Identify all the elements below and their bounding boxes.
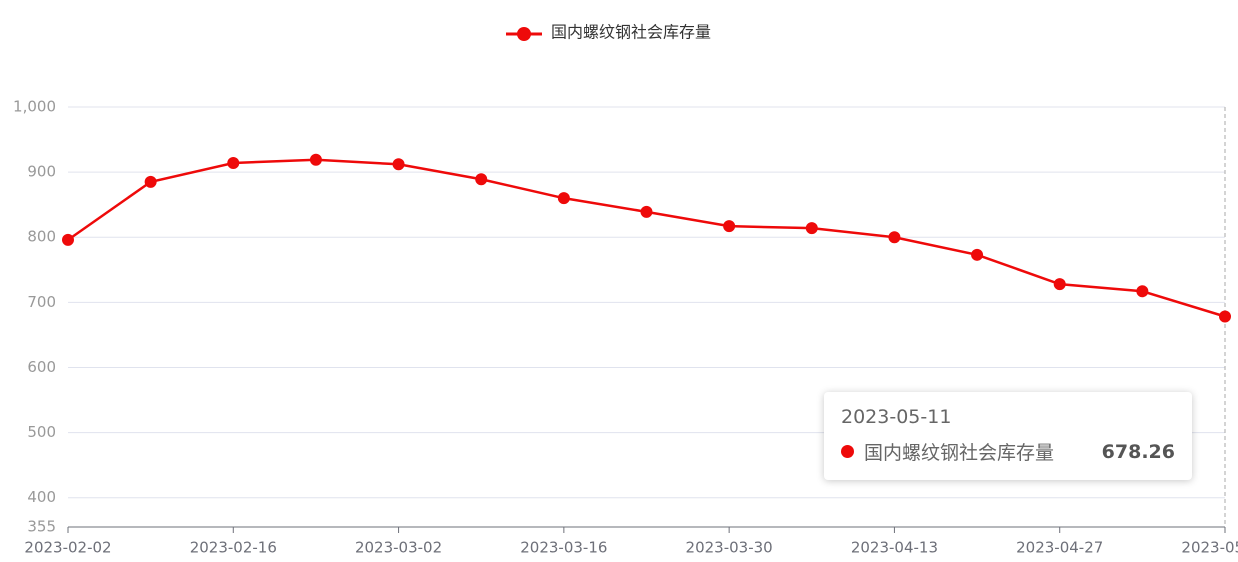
- data-point: [640, 205, 653, 218]
- data-point: [805, 222, 818, 235]
- y-tick-label: 600: [27, 358, 56, 376]
- tooltip-value: 678.26: [1101, 440, 1175, 463]
- series-line: [67, 158, 1226, 318]
- x-tick-label: 2023-04-13: [851, 539, 938, 557]
- x-tick-label: 2023-03-16: [520, 539, 607, 557]
- y-tick-label: 400: [27, 488, 56, 506]
- data-point: [475, 173, 488, 186]
- data-point: [1053, 278, 1066, 291]
- data-point: [1136, 285, 1149, 298]
- data-point: [971, 248, 984, 261]
- data-point: [309, 153, 322, 166]
- y-tick-label: 500: [27, 423, 56, 441]
- data-point: [888, 231, 901, 244]
- tooltip-row: 国内螺纹钢社会库存量 678.26: [841, 438, 1175, 465]
- data-point: [144, 175, 157, 188]
- data-point: [557, 192, 570, 205]
- x-tick-label: 2023-03-30: [686, 539, 773, 557]
- data-point: [1219, 310, 1231, 323]
- x-tick-label: 2023-04-27: [1016, 539, 1103, 557]
- y-tick-label: 900: [27, 163, 56, 181]
- y-tick-label: 700: [27, 293, 56, 311]
- data-point: [62, 233, 74, 246]
- x-tick-label: 2023-02-16: [190, 539, 277, 557]
- tooltip-series: 国内螺纹钢社会库存量: [864, 442, 1055, 464]
- y-tick-label: 1,000: [13, 98, 56, 116]
- y-tick-label: 800: [27, 228, 56, 246]
- data-point: [227, 157, 240, 169]
- tooltip-title: 2023-05-11: [841, 406, 952, 428]
- tooltip-dot: [841, 445, 854, 458]
- legend-marker: [517, 27, 531, 41]
- data-point: [723, 220, 736, 233]
- x-tick-label: 2023-03-02: [355, 539, 442, 557]
- data-point: [392, 158, 405, 171]
- x-tick-label: 2023-05-11: [1181, 539, 1238, 557]
- y-tick-label: 355: [27, 518, 56, 536]
- x-tick-label: 2023-02-02: [24, 539, 111, 557]
- legend-label: 国内螺纹钢社会库存量: [551, 23, 711, 42]
- tooltip: 2023-05-11 国内螺纹钢社会库存量 678.26: [824, 392, 1192, 480]
